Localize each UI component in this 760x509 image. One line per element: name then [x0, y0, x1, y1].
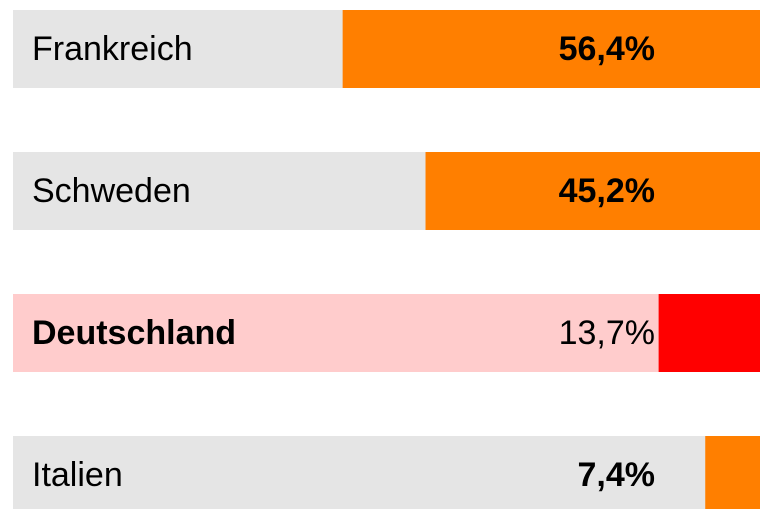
category-label: Deutschland: [32, 314, 236, 352]
value-label: 7,4%: [578, 456, 656, 494]
category-label: Italien: [32, 456, 123, 494]
value-label: 13,7%: [559, 314, 655, 352]
row-background: [13, 436, 760, 509]
category-label: Frankreich: [32, 30, 193, 68]
bar: [658, 294, 760, 372]
value-label: 56,4%: [559, 30, 655, 68]
row-background: [13, 294, 760, 372]
bar: [342, 10, 760, 88]
category-label: Schweden: [32, 172, 191, 210]
value-label: 45,2%: [559, 172, 655, 210]
bar: [425, 152, 760, 230]
bar: [705, 436, 760, 509]
